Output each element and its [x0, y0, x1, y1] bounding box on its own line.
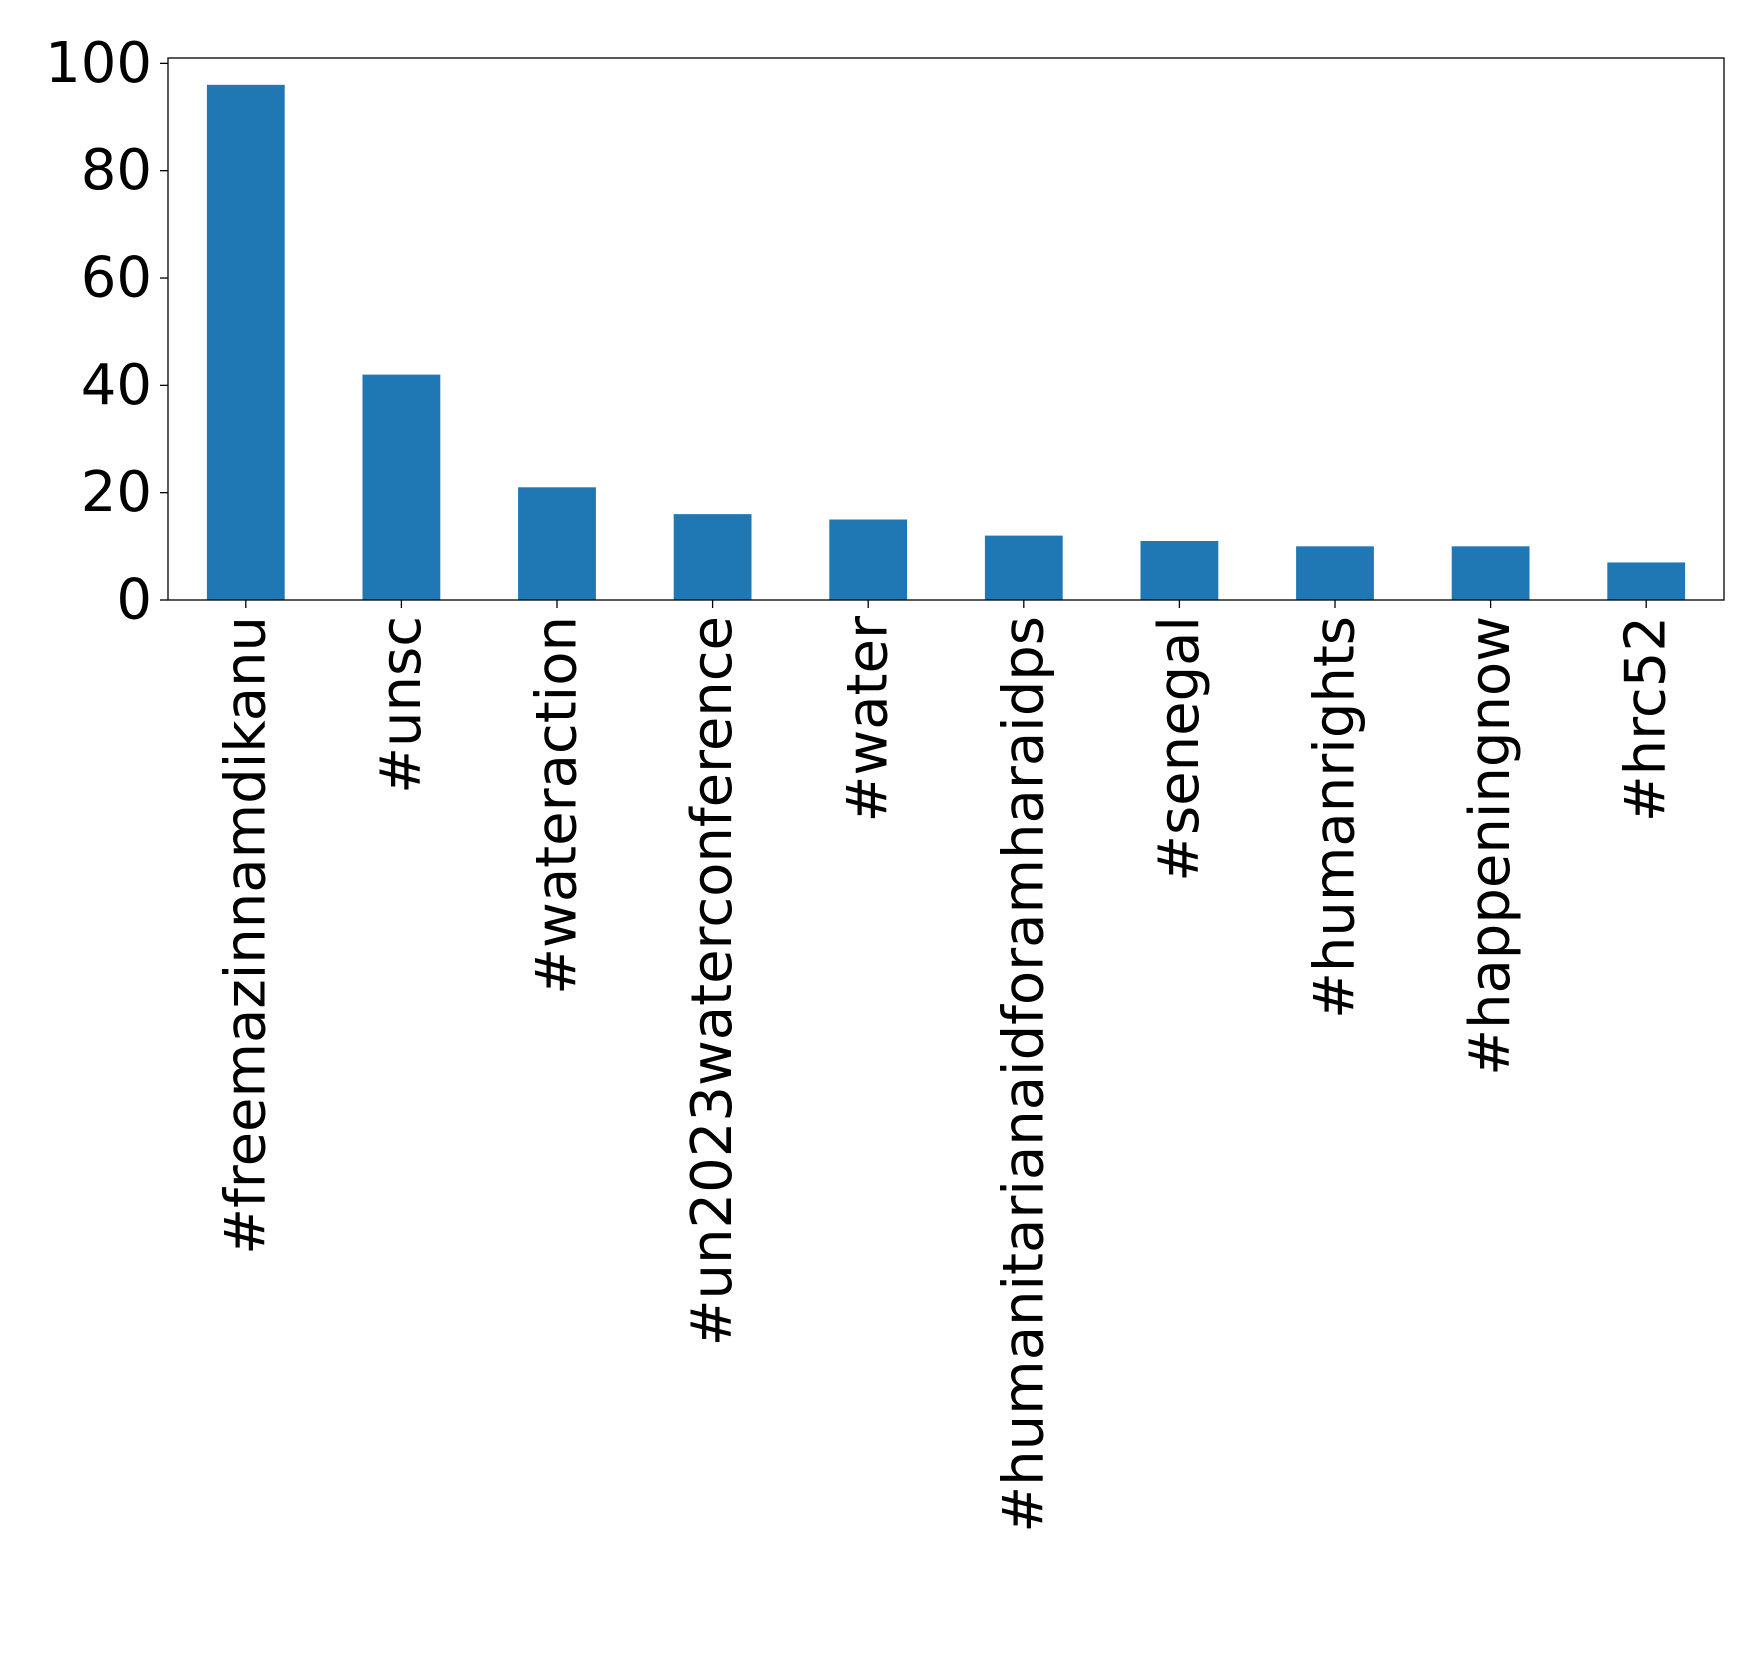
x-tick-label: #unsc: [369, 616, 434, 794]
bar: [829, 519, 908, 600]
plot-area-frame: [167, 57, 1725, 601]
bar: [518, 487, 596, 600]
y-tick-label: 20: [81, 460, 152, 525]
bar: [984, 535, 1063, 600]
y-tick-label: 100: [45, 31, 152, 96]
bar: [1451, 546, 1530, 600]
bar: [206, 84, 285, 601]
y-tick-label: 0: [116, 568, 152, 633]
bar: [673, 514, 752, 600]
x-tick-label: #wateraction: [525, 616, 590, 995]
x-tick-label: #hrc52: [1614, 616, 1679, 822]
y-tick-label: 80: [81, 138, 152, 203]
bar: [362, 374, 441, 600]
x-tick-label: #senegal: [1147, 616, 1212, 882]
x-tick-label: #humanrights: [1303, 616, 1368, 1019]
x-tick-label: #un2023waterconference: [680, 616, 745, 1346]
x-tick-label: #happeningnow: [1458, 616, 1523, 1076]
x-axis: #freemazinnamdikanu #unsc #wateraction #un2…: [213, 600, 1679, 1533]
bar: [1140, 540, 1219, 600]
x-tick-label: #humanitarianaidforamharaidps: [991, 616, 1056, 1533]
bars-layer: [206, 84, 1686, 601]
y-axis: 0 20 40 60 80 100: [45, 31, 168, 633]
y-tick-label: 40: [81, 353, 152, 418]
y-tick-label: 60: [81, 246, 152, 311]
x-tick-label: #water: [836, 615, 901, 822]
bar: [1607, 562, 1686, 600]
x-tick-label: #freemazinnamdikanu: [213, 616, 278, 1255]
bar: [1296, 546, 1374, 600]
